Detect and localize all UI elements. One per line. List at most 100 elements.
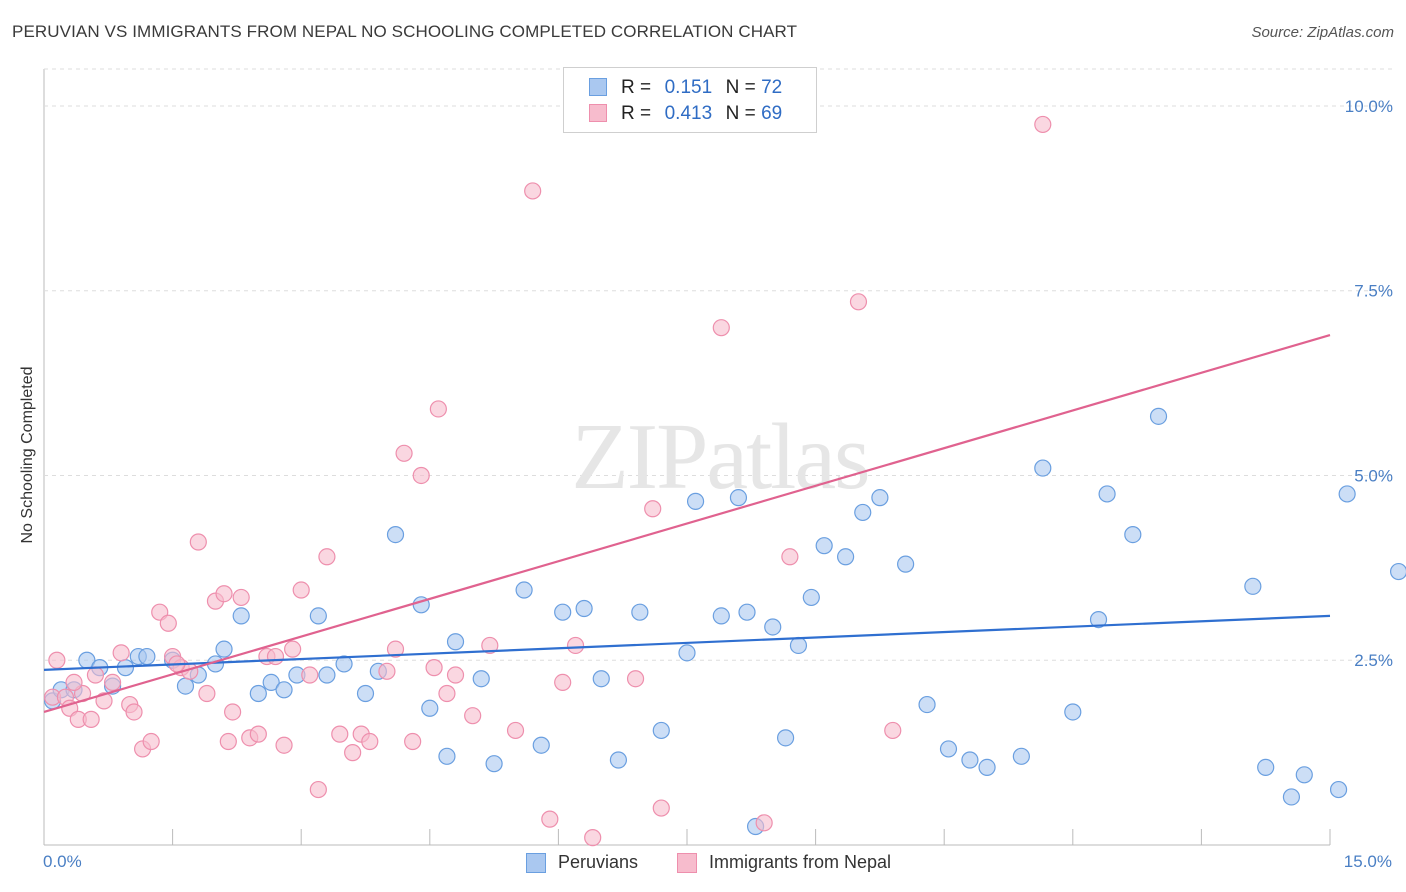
peruvian-point	[386, 525, 405, 544]
nepal-point	[224, 703, 242, 721]
legend-swatch-nepal	[677, 853, 697, 873]
y-tick-layer: 2.5% 5.0% 7.5% 10.0%	[1345, 97, 1393, 670]
peruvian-point	[871, 489, 889, 507]
peruvian-point	[138, 647, 156, 666]
x-tick-label-max: 15.0%	[1343, 852, 1392, 871]
legend-r-label: R =	[621, 103, 652, 124]
peruvian-point	[712, 607, 730, 625]
nepal-point	[249, 725, 267, 743]
x-tick-label-min: 0.0%	[43, 852, 82, 871]
nepal-point	[301, 666, 319, 684]
peruvian-point	[978, 758, 996, 777]
chart-title: PERUVIAN VS IMMIGRANTS FROM NEPAL NO SCH…	[12, 22, 798, 41]
peruvian-point	[318, 666, 336, 684]
peruvian-point	[1124, 525, 1142, 544]
nepal-point	[554, 673, 572, 692]
trend-layer	[43, 334, 1331, 714]
nepal-point	[48, 651, 66, 669]
nepal-point	[125, 703, 143, 721]
peruvian-point	[1338, 485, 1356, 503]
peruvian-point	[232, 607, 250, 625]
nepal-point	[566, 636, 585, 655]
nepal-point	[712, 319, 730, 337]
nepal-point	[781, 548, 799, 566]
nepal-point	[198, 684, 216, 703]
peruvian-point	[764, 618, 782, 636]
nepal-point	[626, 670, 645, 688]
peruvian-point	[532, 736, 550, 754]
peruvian-point	[262, 673, 280, 692]
peruvian-point	[275, 681, 293, 699]
peruvian-point	[789, 636, 808, 655]
peruvian-point	[249, 684, 267, 703]
peruvian-point	[652, 721, 670, 740]
peruvian-point	[1244, 577, 1262, 595]
nepal-point	[464, 707, 482, 725]
nepal-point	[95, 692, 113, 710]
points-layer	[43, 115, 1406, 847]
nepal-point	[412, 466, 430, 485]
legend-swatch-peruvians	[526, 853, 546, 873]
nepal-point	[524, 182, 542, 200]
nepal-point	[292, 581, 310, 599]
peruvian-point	[485, 755, 503, 773]
nepal-point	[331, 725, 349, 743]
peruvian-point	[1089, 610, 1108, 629]
y-tick-label: 10.0%	[1345, 97, 1393, 116]
legend-n-value: 69	[761, 103, 783, 124]
nepal-trend-line	[43, 334, 1331, 714]
nepal-point	[849, 293, 868, 311]
nepal-point	[1034, 115, 1052, 134]
peruvian-point	[729, 489, 748, 507]
peruvian-point	[335, 655, 353, 673]
peruvians-trend-line	[43, 614, 1331, 671]
nepal-point	[584, 829, 602, 847]
legend-n-label: N =	[725, 103, 756, 124]
correlation-legend: R = 0.151 N = 72 R = 0.413 N = 69	[563, 67, 817, 133]
peruvian-point	[939, 740, 958, 758]
nepal-point	[112, 644, 130, 662]
y-tick-label: 7.5%	[1354, 282, 1393, 301]
peruvian-point	[215, 640, 233, 658]
peruvian-point	[446, 633, 465, 651]
peruvian-point	[837, 548, 855, 566]
nepal-point	[344, 744, 362, 762]
peruvian-point	[1257, 758, 1275, 777]
nepal-point	[446, 666, 465, 684]
nepal-point	[309, 780, 327, 799]
peruvian-point	[1064, 703, 1082, 721]
legend-r-value: 0.151	[664, 77, 713, 98]
peruvian-point	[1149, 407, 1168, 425]
source-label: Source: ZipAtlas.com	[1251, 24, 1394, 41]
nepal-point	[506, 721, 525, 740]
nepal-point	[386, 640, 405, 658]
peruvian-point	[961, 751, 979, 769]
nepal-point	[361, 732, 379, 751]
legend-label-peruvians: Peruvians	[558, 852, 639, 872]
peruvian-point	[515, 581, 533, 599]
peruvian-point	[631, 603, 649, 621]
peruvian-point	[1295, 766, 1313, 784]
peruvian-point	[1389, 562, 1406, 581]
nepal-point	[275, 736, 293, 754]
nepal-point	[652, 799, 670, 817]
peruvian-point	[1034, 459, 1052, 477]
nepal-point	[86, 666, 105, 684]
nepal-point	[644, 500, 662, 518]
peruvian-point	[356, 684, 375, 703]
nepal-point	[215, 585, 233, 603]
peruvian-point	[438, 747, 456, 765]
peruvian-point	[678, 644, 696, 662]
peruvian-point	[472, 670, 490, 688]
legend-swatch-nepal	[589, 104, 607, 122]
peruvian-point	[1012, 747, 1030, 765]
legend-n-value: 72	[761, 77, 783, 98]
peruvian-point	[815, 537, 833, 555]
peruvian-point	[854, 503, 872, 522]
peruvian-point	[575, 599, 593, 618]
nepal-point	[404, 732, 422, 751]
peruvian-point	[176, 677, 195, 695]
peruvian-point	[421, 699, 439, 717]
nepal-point	[82, 710, 100, 728]
peruvian-point	[802, 588, 820, 607]
